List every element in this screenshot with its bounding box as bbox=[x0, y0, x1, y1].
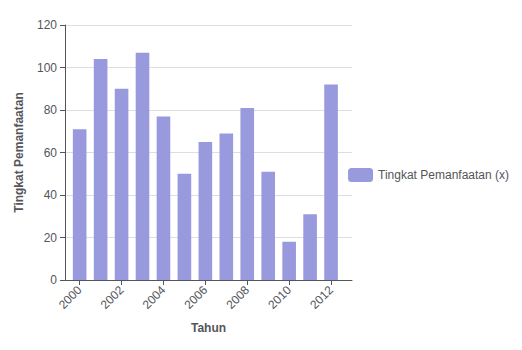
svg-text:2002: 2002 bbox=[98, 283, 127, 312]
svg-text:Tingkat Pemanfaatan: Tingkat Pemanfaatan bbox=[12, 92, 26, 212]
svg-text:2010: 2010 bbox=[265, 283, 294, 312]
svg-text:120: 120 bbox=[37, 18, 57, 32]
svg-text:2000: 2000 bbox=[56, 283, 85, 312]
svg-text:2006: 2006 bbox=[182, 283, 211, 312]
svg-text:2008: 2008 bbox=[223, 283, 252, 312]
svg-text:40: 40 bbox=[44, 188, 58, 202]
svg-text:Tingkat Pemanfaatan (x): Tingkat Pemanfaatan (x) bbox=[378, 168, 509, 182]
svg-text:100: 100 bbox=[37, 61, 57, 75]
svg-text:20: 20 bbox=[44, 231, 58, 245]
svg-text:2012: 2012 bbox=[307, 283, 336, 312]
svg-text:Tahun: Tahun bbox=[191, 321, 226, 335]
svg-text:60: 60 bbox=[44, 146, 58, 160]
svg-text:0: 0 bbox=[50, 273, 57, 287]
svg-text:2004: 2004 bbox=[140, 283, 169, 312]
svg-text:80: 80 bbox=[44, 103, 58, 117]
